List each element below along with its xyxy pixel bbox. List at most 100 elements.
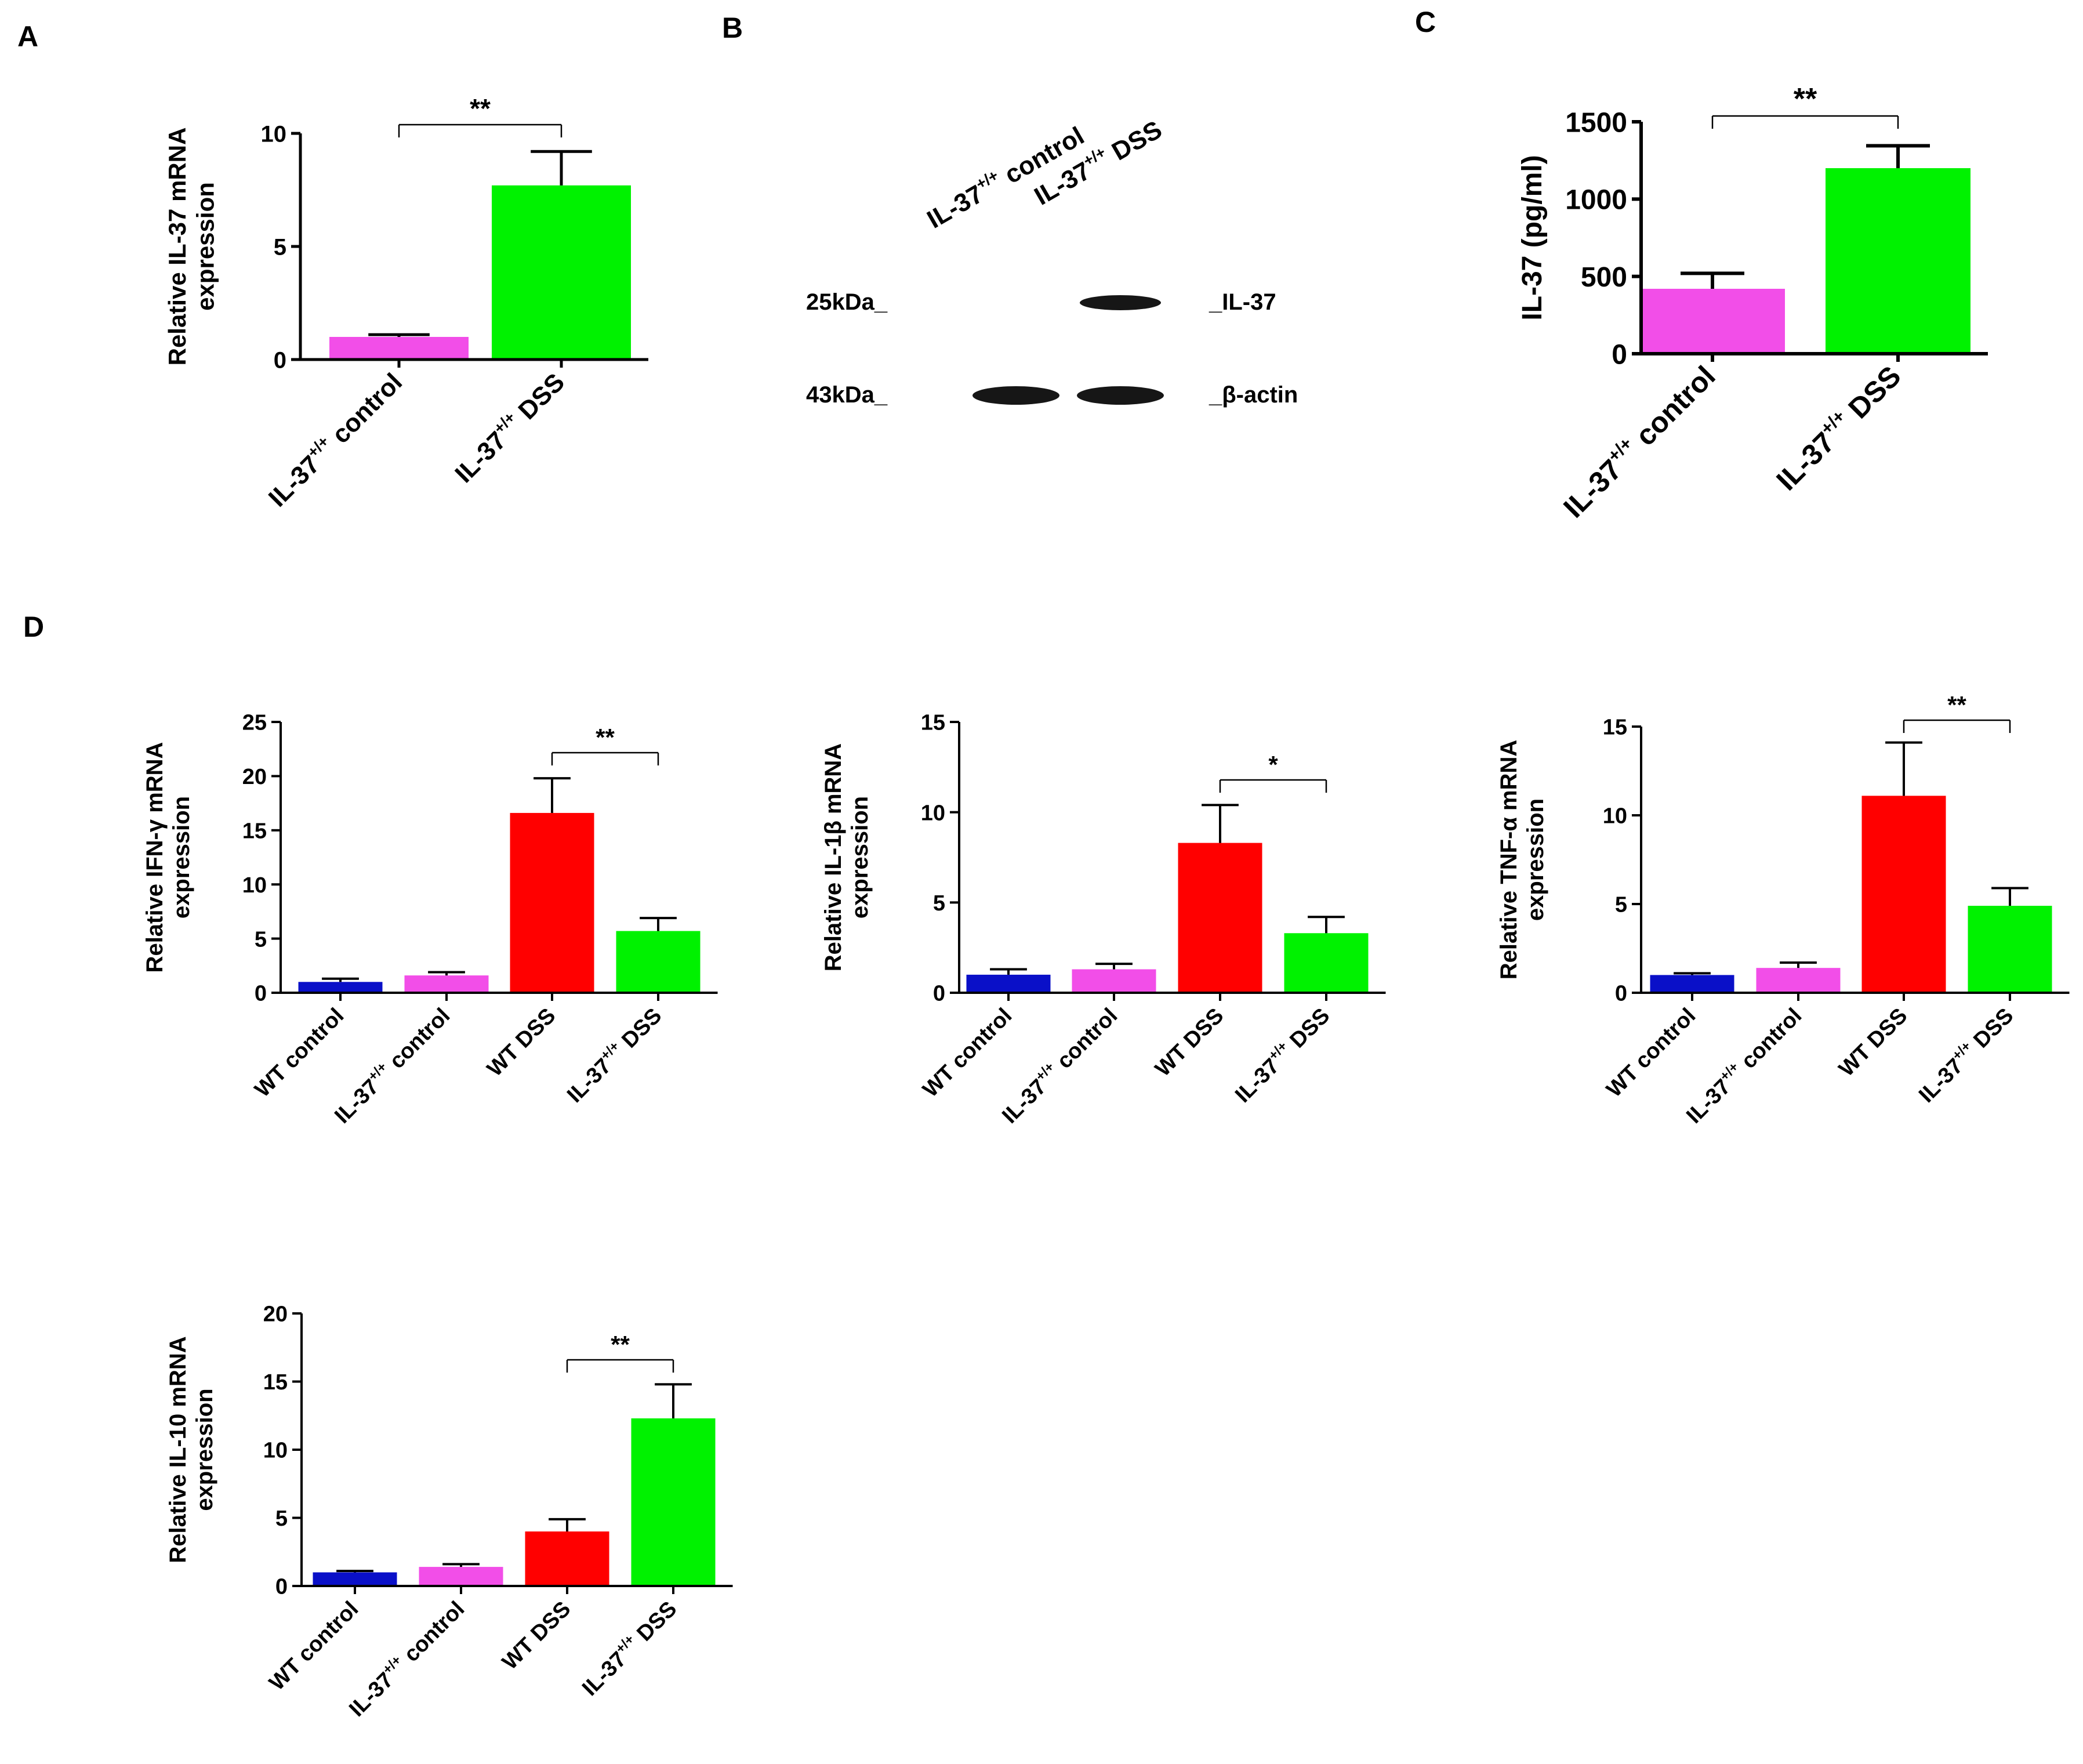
y-tick-label: 500 xyxy=(1581,262,1627,293)
significance-bracket xyxy=(1219,779,1327,793)
chart-panels: 0 5 10 IL-37+/+ control IL-37+/+ DSS Relative… xyxy=(142,82,2070,1722)
x-tick-label: WT DSS xyxy=(1834,1004,1912,1081)
panel-labels: A B C D xyxy=(17,6,1436,643)
y-tick-label: 5 xyxy=(933,891,945,916)
bar xyxy=(1284,933,1369,993)
bar xyxy=(1640,289,1785,354)
y-tick-label: 0 xyxy=(255,982,267,1006)
x-tick-label: WT control xyxy=(250,1004,349,1102)
panel-label: C xyxy=(1415,6,1436,38)
bar xyxy=(419,1567,503,1586)
significance-label: ** xyxy=(1947,691,1966,718)
bar xyxy=(631,1418,716,1586)
y-tick-label: 10 xyxy=(263,1439,288,1463)
bar xyxy=(492,185,631,360)
significance-label: ** xyxy=(470,93,491,124)
significance-bracket xyxy=(1711,115,1899,129)
panel-label: B xyxy=(722,12,743,44)
bar xyxy=(404,975,489,993)
y-axis-label: Relative IL-37 mRNAexpression xyxy=(164,128,219,366)
y-axis-label: Relative TNF-α mRNAexpression xyxy=(1496,740,1548,980)
x-tick-label: IL-37+/+ control xyxy=(262,366,408,512)
y-tick-label: 0 xyxy=(274,347,286,373)
y-tick-label: 0 xyxy=(1612,339,1627,370)
x-tick-label: WT control xyxy=(918,1004,1017,1102)
x-tick-label: WT DSS xyxy=(1151,1004,1228,1081)
significance-label: ** xyxy=(611,1331,630,1358)
x-tick-label: IL-37+/+ control xyxy=(1555,358,1721,524)
y-tick-label: 1000 xyxy=(1565,185,1627,216)
x-tick-label: WT control xyxy=(1602,1004,1700,1102)
panel-label: D xyxy=(23,611,44,643)
blot-marker-label: 43kDa_ xyxy=(806,382,888,408)
panel-label: A xyxy=(17,20,38,53)
x-tick-label: IL-37+/+ DSS xyxy=(561,1002,666,1108)
bar xyxy=(1178,843,1262,993)
y-tick-label: 1500 xyxy=(1565,107,1627,138)
y-tick-label: 20 xyxy=(242,765,267,789)
y-tick-label: 10 xyxy=(242,873,267,898)
bar xyxy=(510,812,594,993)
x-tick-label: WT DSS xyxy=(498,1597,575,1675)
x-tick-label: IL-37+/+ DSS xyxy=(1769,358,1907,496)
x-tick-label: WT DSS xyxy=(482,1004,560,1081)
y-tick-label: 5 xyxy=(275,1507,288,1531)
chart-2: 0 500 1000 1500 IL-37+/+ control IL-37+/+ DSS… xyxy=(1517,82,1988,524)
significance-label: ** xyxy=(596,724,615,751)
y-tick-label: 10 xyxy=(1603,804,1627,829)
y-tick-label: 0 xyxy=(275,1575,288,1599)
significance-bracket xyxy=(398,124,563,137)
y-axis-label: Relative IL-1β mRNAexpression xyxy=(821,743,873,971)
blot-protein-label: _IL-37 xyxy=(1209,289,1276,315)
significance-bracket xyxy=(566,1359,674,1373)
significance-label: ** xyxy=(1794,82,1817,116)
x-tick-label: IL-37+/+ DSS xyxy=(576,1595,681,1701)
bar xyxy=(1826,168,1970,354)
y-tick-label: 5 xyxy=(255,927,267,952)
bar xyxy=(298,982,383,993)
y-tick-label: 5 xyxy=(274,234,286,260)
y-axis-label: IL-37 (pg/ml) xyxy=(1517,155,1548,320)
y-tick-label: 25 xyxy=(242,711,267,735)
y-tick-label: 10 xyxy=(921,801,945,825)
y-axis-label: Relative IFN-γ mRNAexpression xyxy=(142,742,194,973)
y-tick-label: 15 xyxy=(921,711,945,735)
y-tick-label: 20 xyxy=(263,1302,288,1327)
x-tick-label: IL-37+/+ DSS xyxy=(1229,1002,1334,1108)
y-tick-label: 0 xyxy=(1615,982,1627,1006)
y-tick-label: 10 xyxy=(261,121,287,147)
bar xyxy=(313,1572,397,1586)
bar xyxy=(1968,906,2052,993)
y-tick-label: 15 xyxy=(263,1370,288,1395)
bar xyxy=(1861,796,1946,993)
significance-bracket xyxy=(551,752,659,765)
blot-band xyxy=(1077,386,1164,405)
bar xyxy=(1650,975,1734,993)
significance-label: * xyxy=(1268,751,1278,778)
significance-bracket xyxy=(1903,719,2011,733)
blot-protein-label: _β-actin xyxy=(1209,382,1298,408)
y-tick-label: 0 xyxy=(933,982,945,1006)
bar xyxy=(329,337,469,360)
y-tick-label: 15 xyxy=(242,819,267,843)
bar xyxy=(1072,969,1156,993)
bar xyxy=(525,1531,609,1586)
x-tick-label: IL-37+/+ DSS xyxy=(1913,1002,2018,1108)
x-tick-label: IL-37+/+ DSS xyxy=(448,366,570,488)
y-tick-label: 5 xyxy=(1615,893,1627,917)
y-tick-label: 15 xyxy=(1603,716,1627,740)
chart-1: 0 5 10 IL-37+/+ control IL-37+/+ DSS Relative… xyxy=(164,93,648,513)
blot-band xyxy=(972,386,1059,405)
bar xyxy=(616,931,701,993)
bar xyxy=(1756,968,1841,993)
y-axis-label: Relative IL-10 mRNAexpression xyxy=(165,1336,217,1563)
blot-band xyxy=(1080,295,1161,310)
blot-marker-label: 25kDa_ xyxy=(806,289,888,315)
bar xyxy=(966,974,1051,993)
